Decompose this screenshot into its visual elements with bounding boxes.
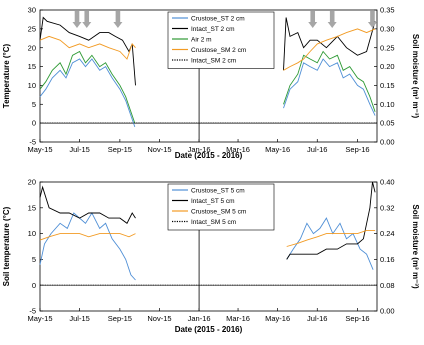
event-arrow-head	[82, 22, 92, 28]
y2-tick-label: 0.08	[380, 281, 395, 290]
legend-label: Air 2 m	[191, 36, 212, 43]
legend-label: Intact_ST 5 cm	[191, 198, 235, 205]
x-tick-label: Nov-15	[147, 314, 171, 323]
y-tick-label: 20	[28, 178, 36, 187]
x-axis-title: Date (2015 - 2016)	[175, 151, 243, 160]
series-line-crustose-st-2-cm	[39, 58, 136, 128]
x-tick-label: Mar-16	[226, 314, 250, 323]
x-tick-label: May-16	[265, 314, 290, 323]
event-arrow	[84, 11, 90, 22]
y-tick-label: 15	[28, 203, 36, 212]
event-arrow	[310, 11, 316, 22]
x-axis-title: Date (2015 - 2016)	[175, 325, 243, 334]
x-tick-label: Jul-16	[307, 145, 327, 154]
y-tick-label: 10	[28, 81, 36, 90]
x-tick-label: Sep-15	[108, 314, 132, 323]
event-arrow-head	[367, 22, 377, 28]
legend-box	[167, 183, 275, 231]
x-tick-label: Mar-16	[226, 145, 250, 154]
y2-tick-label: 0.15	[380, 81, 395, 90]
y2-tick-label: 0.05	[380, 119, 395, 128]
y-tick-label: 5	[32, 100, 36, 109]
y-tick-label: 0	[32, 281, 36, 290]
y2-axis-title: Soil moisture (m³ m⁻³)	[411, 204, 420, 289]
y2-tick-label: 0.10	[380, 100, 395, 109]
panel-top: -5 0 5 10 15 20 25 30 0.00 0.05 0.10 0.15 0.20 0.25 0.…	[2, 6, 420, 160]
y2-tick-label: 0.32	[380, 203, 395, 212]
legend-label: Intact_SM 2 cm	[191, 57, 236, 64]
y2-tick-label: 0.24	[380, 229, 395, 238]
y-axis-title: Temperature (°C)	[2, 43, 11, 108]
series-line-crustose-sm-2-cm	[283, 28, 376, 71]
legend-label: Intact_ST 2 cm	[191, 26, 235, 33]
x-tick-label: Jul-16	[307, 314, 327, 323]
y-tick-label: 25	[28, 24, 36, 33]
y2-tick-label: 0.25	[380, 43, 395, 52]
event-arrow-head	[308, 22, 318, 28]
y-tick-label: 20	[28, 43, 36, 52]
y2-tick-label: 0.20	[380, 62, 395, 71]
x-tick-label: Sep-16	[345, 145, 369, 154]
x-tick-label: May-15	[27, 314, 52, 323]
y2-tick-label: 0.00	[380, 138, 395, 147]
series-line-crustose-st-5-cm	[39, 212, 136, 281]
series-line-crustose-sm-5-cm	[39, 233, 136, 241]
plot-frame	[39, 181, 378, 312]
x-tick-label: May-15	[27, 145, 52, 154]
y2-tick-label: 0.00	[380, 307, 395, 316]
y2-tick-label: 0.16	[380, 255, 395, 264]
y2-tick-label: 0.30	[380, 24, 395, 33]
y-tick-label: -5	[29, 307, 36, 316]
y-tick-label: 15	[28, 62, 36, 71]
legend: Crustose_ST 2 cm Intact_ST 2 cm Air 2 m Cru…	[167, 11, 275, 69]
x-tick-label: Jul-15	[69, 145, 89, 154]
y2-tick-label: 0.40	[380, 178, 395, 187]
event-arrow	[74, 11, 80, 22]
series-line-intact-st-2-cm	[283, 17, 376, 71]
y-tick-label: 0	[32, 119, 36, 128]
y-tick-label: -5	[29, 138, 36, 147]
y-tick-label: 5	[32, 255, 36, 264]
legend-label: Crustose_ST 2 cm	[191, 15, 245, 22]
legend-box	[167, 11, 275, 69]
event-arrow-head	[113, 22, 123, 28]
y2-axis-title: Soil moisture (m³ m⁻³)	[411, 34, 420, 119]
y2-tick-label: 0.35	[380, 6, 395, 15]
legend: Crustose_ST 5 cm Intact_ST 5 cm Crustose_S…	[167, 183, 275, 231]
series-line-crustose-sm-5-cm	[286, 229, 376, 247]
series-line-crustose-st-5-cm	[286, 217, 374, 270]
panel-bottom: -5 0 5 10 15 20 0.00 0.08 0.16 0.24 0.32 0.40 May-15…	[2, 178, 420, 334]
legend-label: Crustose_ST 5 cm	[191, 187, 245, 194]
x-tick-label: May-16	[265, 145, 290, 154]
legend-label: Crustose_SM 2 cm	[191, 47, 246, 54]
series-line-air-2-m	[283, 50, 376, 112]
series-line-intact-st-2-cm	[39, 16, 136, 86]
plot-frame	[39, 9, 378, 143]
series-line-crustose-sm-2-cm	[39, 35, 136, 60]
x-tick-label: Jan-16	[188, 145, 211, 154]
x-tick-label: Jan-16	[188, 314, 211, 323]
y-tick-label: 30	[28, 6, 36, 15]
x-tick-label: Nov-15	[147, 145, 171, 154]
y-axis-title: Soil temperature (°C)	[2, 206, 11, 286]
event-arrow	[115, 11, 121, 22]
series-line-intact-st-5-cm	[39, 185, 136, 224]
x-tick-label: Jul-15	[69, 314, 89, 323]
event-arrow	[370, 11, 375, 22]
event-arrow-head	[327, 22, 337, 28]
legend-label: Intact_SM 5 cm	[191, 219, 236, 226]
event-arrow	[329, 11, 335, 22]
y-tick-label: 10	[28, 229, 36, 238]
x-tick-label: Sep-16	[345, 314, 369, 323]
series-line-air-2-m	[39, 50, 136, 124]
series-line-crustose-st-2-cm	[283, 58, 376, 116]
event-arrow-head	[72, 22, 82, 28]
x-tick-label: Sep-15	[108, 145, 132, 154]
series-line-intact-st-5-cm	[286, 181, 376, 260]
legend-label: Crustose_SM 5 cm	[191, 208, 246, 215]
